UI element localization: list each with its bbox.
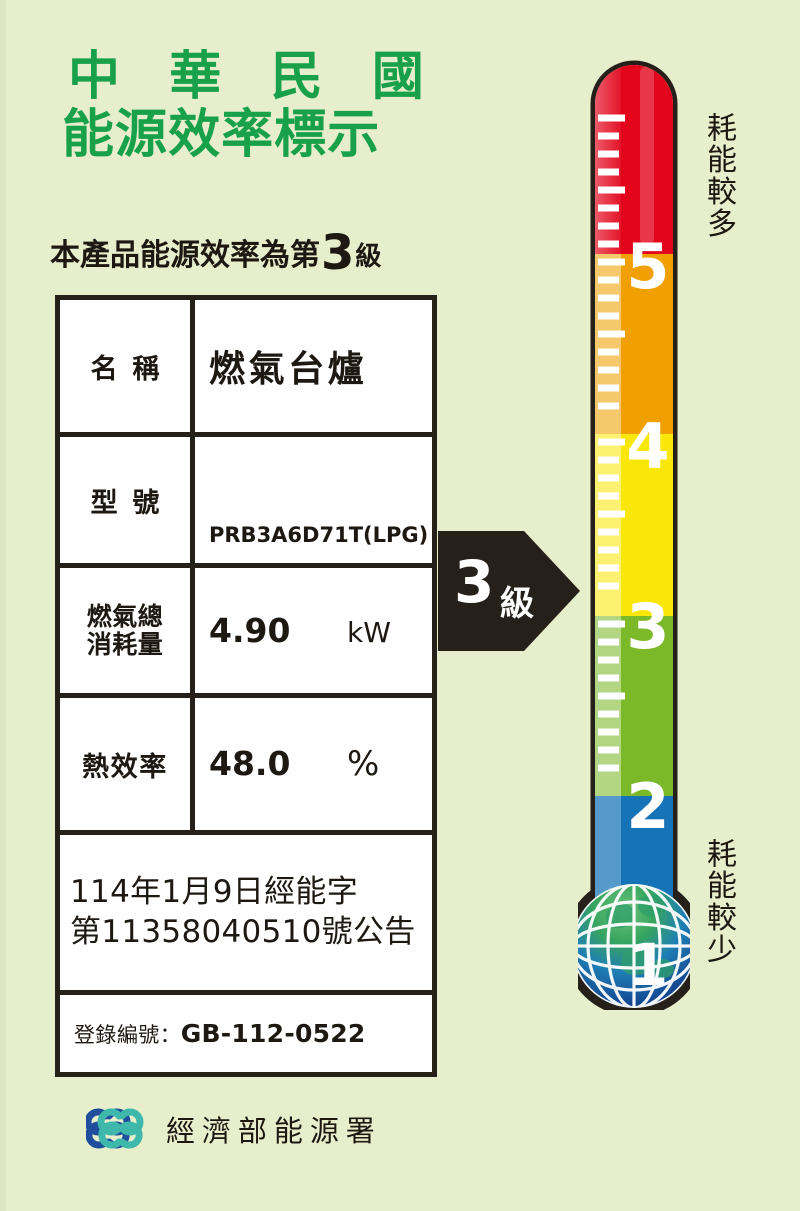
left-edge-strip <box>0 0 6 1211</box>
table-row: 登錄編號 ： GB-112-0522 <box>60 995 432 1072</box>
announcement-line1: 114年1月9日經能字 <box>70 873 359 910</box>
product-name-value: 燃氣台爐 <box>209 349 368 390</box>
row-label-thermal-efficiency: 熱效率 <box>60 698 195 830</box>
thermometer-label-high: 耗能較多 <box>701 112 736 240</box>
announcement-line2: 第11358040510號公告 <box>70 913 416 950</box>
row-value-model-cell: PRB3A6D71T(LPG) <box>195 437 432 563</box>
table-row: 燃氣總 消耗量 4.90 kW <box>60 568 432 698</box>
row-label-gas-line1: 燃氣總 <box>86 601 164 631</box>
grade-statement: 本產品能源效率為第 3 級 <box>50 225 382 281</box>
table-row: 熱效率 48.0 % <box>60 698 432 835</box>
registration-colon: ： <box>159 1022 181 1047</box>
table-row: 型號 PRB3A6D71T(LPG) <box>60 437 432 568</box>
table-row: 114年1月9日經能字 第11358040510號公告 <box>60 835 432 995</box>
spec-table: 名稱 燃氣台爐 型號 PRB3A6D71T(LPG) 燃氣總 消耗量 4.90 <box>55 295 437 1077</box>
row-value-efficiency-cell: 48.0 % <box>195 698 432 830</box>
grade-arrow-number: 3 <box>454 548 495 616</box>
announcement-cell: 114年1月9日經能字 第11358040510號公告 <box>60 835 432 990</box>
grade-arrow-suffix: 級 <box>500 584 534 624</box>
gas-consumption-unit: kW <box>347 616 391 649</box>
row-label-gas-consumption: 燃氣總 消耗量 <box>60 568 195 693</box>
registration-cell: 登錄編號 ： GB-112-0522 <box>60 995 432 1072</box>
row-value-name-cell: 燃氣台爐 <box>195 300 432 432</box>
label-title-line1: 中 華 民 國 <box>68 47 440 107</box>
thermometer-band-2: 2 <box>626 770 670 843</box>
registration-number: GB-112-0522 <box>180 1019 366 1048</box>
thermal-efficiency-unit: % <box>347 744 380 784</box>
row-label-gas-line2: 消耗量 <box>86 629 164 659</box>
row-label-model: 型號 <box>60 437 195 563</box>
thermometer-band-5: 5 <box>626 230 670 303</box>
grade-statement-number: 3 <box>321 225 355 281</box>
thermometer-band-1: 1 <box>627 931 669 999</box>
grade-statement-prefix: 本產品能源效率為第 <box>50 238 320 273</box>
table-row: 名稱 燃氣台爐 <box>60 300 432 437</box>
thermometer-label-low: 耗能較少 <box>701 838 736 966</box>
footer: 經濟部能源署 <box>84 1108 382 1150</box>
thermal-efficiency-value: 48.0 <box>209 744 291 783</box>
registration-label: 登錄編號 <box>74 1022 160 1047</box>
agency-name: 經濟部能源署 <box>166 1114 382 1148</box>
energy-grade-thermometer: 5 4 3 2 1 <box>578 58 690 1010</box>
gas-consumption-value: 4.90 <box>209 611 291 650</box>
thermometer-band-4: 4 <box>626 410 670 483</box>
energy-bureau-logo-icon <box>84 1108 144 1150</box>
thermometer-band-3: 3 <box>626 590 670 663</box>
label-title-line2: 能源效率標示 <box>62 105 381 166</box>
label-title: 中 華 民 國 能源效率標示 <box>62 47 482 166</box>
model-number-value: PRB3A6D71T(LPG) <box>209 523 429 547</box>
row-label-name: 名稱 <box>60 300 195 432</box>
grade-statement-suffix: 級 <box>355 242 382 272</box>
grade-arrow-pointer: 3 級 <box>438 531 580 651</box>
row-value-gas-cell: 4.90 kW <box>195 568 432 693</box>
